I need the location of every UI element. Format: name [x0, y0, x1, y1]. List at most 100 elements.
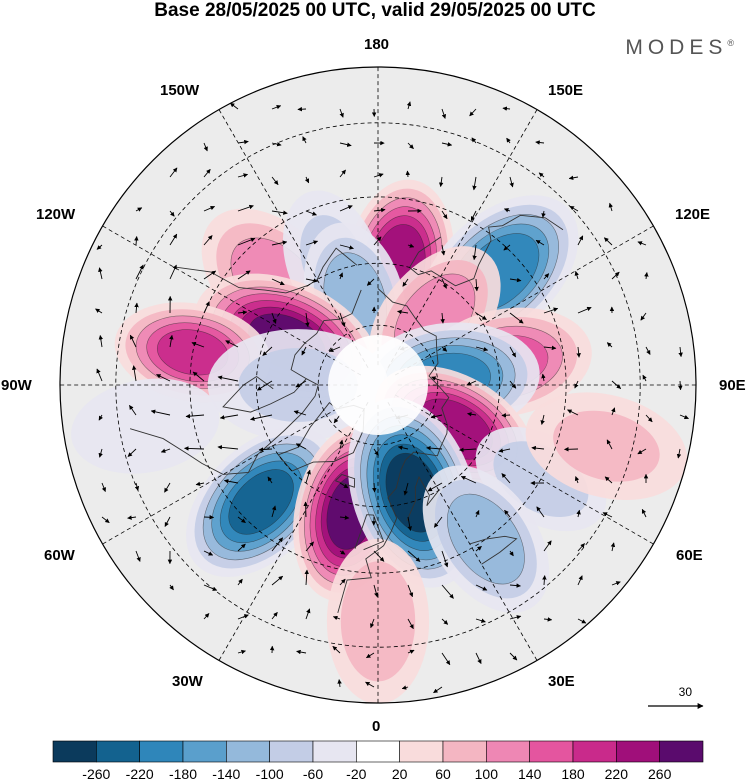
wind-arrow — [237, 270, 251, 280]
wind-arrow — [250, 414, 273, 421]
wind-arrow — [237, 543, 246, 552]
colorbar-swatch-8 — [399, 740, 444, 763]
wind-arrow — [217, 445, 239, 450]
wind-arrow — [129, 405, 137, 416]
wind-arrow — [339, 550, 346, 555]
wind-arrow — [475, 545, 482, 552]
wind-arrow — [127, 515, 137, 520]
parallel-75 — [317, 324, 439, 446]
wind-arrow — [642, 374, 647, 382]
wind-arrow — [608, 202, 614, 212]
wind-arrow — [301, 346, 307, 356]
wind-arrow — [195, 481, 205, 487]
wind-arrow — [475, 584, 488, 591]
wind-arrow — [373, 236, 382, 246]
wind-arrow — [337, 679, 342, 688]
wind-arrow — [271, 240, 288, 246]
lon-label-60e: 60E — [676, 547, 703, 564]
colorbar-tick-labels: -260 -220 -180 -140 -100 -60 -20 20 60 100 140 180 2… — [0, 766, 750, 783]
wind-arrow — [535, 239, 545, 246]
colorbar-label-11: 180 — [561, 766, 585, 782]
wind-arrow — [271, 278, 285, 286]
registered-mark: ® — [727, 38, 734, 48]
wind-arrow — [271, 142, 282, 147]
wind-arrow — [203, 550, 214, 556]
graticule — [60, 67, 696, 703]
wind-arrow — [134, 236, 139, 246]
wind-arrow — [441, 142, 453, 147]
wind-arrow — [577, 306, 592, 314]
wind-arrow — [467, 412, 477, 417]
wind-arrow — [540, 414, 545, 425]
wind-arrow — [475, 618, 486, 623]
wind-arrow — [129, 334, 137, 348]
wind-arrow — [237, 516, 246, 524]
wind-arrow — [506, 137, 511, 144]
wind-arrow — [185, 413, 205, 419]
meridian — [394, 225, 654, 376]
wind-arrow — [372, 482, 377, 493]
coastline-7 — [469, 535, 518, 565]
wind-arrow — [203, 270, 217, 280]
contour-band — [553, 410, 660, 482]
wind-arrow — [203, 235, 213, 246]
wind-arrow — [160, 448, 171, 453]
wind-arrow — [569, 205, 579, 212]
wind-arrow — [237, 139, 249, 145]
wind-arrow — [271, 210, 288, 215]
wind-arrow — [441, 108, 447, 119]
wind-arrow — [401, 685, 409, 690]
wind-arrow — [101, 482, 107, 493]
wind-arrow — [567, 409, 579, 416]
wind-arrow — [502, 106, 511, 111]
wind-arrow — [135, 550, 141, 562]
colorbar-label-4: -100 — [255, 766, 284, 782]
wind-arrow — [503, 208, 511, 213]
wind-arrow — [405, 170, 411, 178]
brand-name: MODES — [625, 36, 728, 59]
colorbar-swatch-7 — [356, 740, 400, 763]
wind-arrow — [305, 312, 310, 328]
wind-arrow — [237, 173, 249, 178]
wind-arrow — [541, 210, 546, 218]
wind-arrow — [441, 618, 449, 625]
wind-arrow — [134, 482, 140, 491]
wind-arrow — [397, 309, 409, 315]
lon-label-0: 0 — [372, 718, 381, 735]
wind-arrow — [541, 373, 546, 382]
wind-arrow — [472, 176, 477, 191]
wind-arrow — [339, 312, 346, 328]
wind-arrow — [304, 569, 309, 586]
wind-arrow — [305, 240, 319, 246]
wind-arrow — [431, 376, 443, 382]
wind-arrow — [470, 210, 477, 222]
wind-arrow — [305, 608, 311, 620]
wind-arrow — [407, 243, 415, 248]
wind-arrow — [576, 346, 581, 358]
wind-arrow — [303, 501, 308, 518]
wind-arrow — [475, 346, 489, 352]
wind-arrow — [127, 448, 137, 457]
colorbar-label-2: -180 — [168, 766, 198, 782]
colorbar-swatch-1 — [96, 740, 140, 763]
wind-arrow — [574, 476, 580, 484]
wind-arrow — [156, 374, 171, 382]
colorbar-label-5: -60 — [302, 766, 324, 782]
colorbar-label-8: 60 — [435, 766, 451, 782]
wind-arrow — [150, 409, 171, 416]
meridian — [102, 225, 362, 376]
wind-arrow — [169, 167, 178, 178]
wind-arrow — [407, 618, 414, 630]
wind-arrow — [203, 301, 210, 314]
wind-arrow — [427, 482, 443, 492]
wind-arrow — [95, 308, 103, 314]
wind-arrow — [543, 345, 557, 351]
wind-arrow — [602, 512, 613, 518]
wind-arrow — [535, 140, 545, 145]
wind-arrow — [366, 652, 375, 659]
parallel-60 — [255, 262, 501, 508]
wind-arrow — [441, 584, 454, 599]
wind-arrow — [503, 244, 511, 251]
wind-arrow — [169, 210, 175, 217]
meridian — [387, 109, 538, 369]
